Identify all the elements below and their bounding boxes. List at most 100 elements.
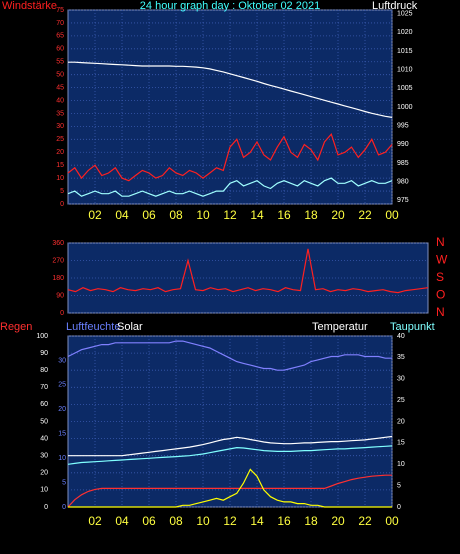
y2-tick-label: 0 [397, 504, 401, 511]
y2-tick-label: W [436, 253, 448, 267]
y-tick-label: 0 [44, 504, 48, 511]
x-tick-label: 22 [358, 208, 372, 222]
y2-tick-label: 995 [397, 122, 409, 129]
x-tick-label: 00 [385, 514, 399, 528]
series-line [67, 177, 393, 197]
y2-tick-label: 20 [397, 418, 405, 425]
x-tick-label: 16 [277, 514, 291, 528]
y2-tick-label: 1005 [397, 85, 413, 92]
x-tick-label: 10 [196, 514, 210, 528]
y-tick-label: 90 [40, 350, 48, 357]
y-tick-label: 10 [40, 487, 48, 494]
y3-tick-label: 5 [62, 479, 66, 486]
y2-tick-label: 1010 [397, 67, 413, 74]
y-tick-label: 5 [60, 188, 64, 195]
y-tick-label: 90 [56, 292, 64, 299]
y-tick-label: 70 [56, 20, 64, 27]
y-tick-label: 55 [56, 59, 64, 66]
y-tick-label: 25 [56, 136, 64, 143]
y2-tick-label: O [436, 288, 445, 302]
y3-tick-label: 25 [58, 382, 66, 389]
legend-label: Luftfeuchte [66, 321, 120, 333]
legend-label: Regen [0, 321, 32, 333]
series-line [67, 445, 393, 465]
y-tick-label: 0 [60, 201, 64, 208]
y-tick-label: 15 [56, 162, 64, 169]
x-tick-label: 06 [142, 208, 156, 222]
y-tick-label: 20 [40, 470, 48, 477]
x-tick-label: 18 [304, 514, 318, 528]
legend-label: Temperatur [312, 321, 368, 333]
y2-tick-label: 25 [397, 397, 405, 404]
x-tick-label: 14 [250, 514, 264, 528]
y3-tick-label: 0 [62, 504, 66, 511]
y-tick-label: 360 [52, 240, 64, 247]
y2-tick-label: 1015 [397, 48, 413, 55]
x-tick-label: 00 [385, 208, 399, 222]
x-tick-label: 22 [358, 514, 372, 528]
x-tick-label: 04 [115, 208, 129, 222]
series-line [67, 133, 393, 182]
series-line [67, 248, 429, 294]
y-tick-label: 35 [56, 110, 64, 117]
series-line [67, 474, 392, 508]
y3-tick-label: 10 [58, 455, 66, 462]
y3-tick-label: 30 [58, 357, 66, 364]
y-tick-label: 60 [56, 46, 64, 53]
y-tick-label: 50 [40, 418, 48, 425]
series-line [67, 340, 392, 371]
y2-tick-label: 985 [397, 160, 409, 167]
y-tick-label: 20 [56, 149, 64, 156]
y-tick-label: 65 [56, 33, 64, 40]
y2-tick-label: N [436, 235, 445, 249]
y3-tick-label: 15 [58, 431, 66, 438]
legend-label: Taupunkt [390, 321, 435, 333]
x-tick-label: 02 [88, 208, 102, 222]
series-line [68, 435, 393, 457]
y-label: Windstärke [2, 0, 57, 12]
y2-tick-label: 5 [397, 482, 401, 489]
x-tick-label: 14 [250, 208, 264, 222]
y-tick-label: 40 [40, 435, 48, 442]
legend-label: Solar [117, 321, 143, 333]
y-tick-label: 40 [56, 97, 64, 104]
x-tick-label: 08 [169, 514, 183, 528]
y2-tick-label: 1000 [397, 104, 413, 111]
y2-tick-label: S [436, 270, 444, 284]
y2-tick-label: 10 [397, 461, 405, 468]
x-tick-label: 12 [223, 208, 237, 222]
y-tick-label: 0 [60, 310, 64, 317]
x-tick-label: 20 [331, 514, 345, 528]
y2-tick-label: 35 [397, 354, 405, 361]
y-tick-label: 30 [56, 123, 64, 130]
y2-tick-label: 1025 [397, 11, 413, 18]
plot-area [67, 9, 393, 205]
y-tick-label: 10 [56, 175, 64, 182]
y2-tick-label: 975 [397, 197, 409, 204]
x-tick-label: 02 [88, 514, 102, 528]
title: 24 hour graph day : Oktober 02 2021 [140, 0, 320, 12]
x-tick-label: 20 [331, 208, 345, 222]
x-tick-label: 06 [142, 514, 156, 528]
y2-tick-label: 990 [397, 141, 409, 148]
x-tick-label: 18 [304, 208, 318, 222]
y2-tick-label: 40 [397, 333, 405, 340]
y2--label: Luftdruck [372, 0, 418, 12]
y-tick-label: 50 [56, 72, 64, 79]
x-tick-label: 04 [115, 514, 129, 528]
x-tick-label: 10 [196, 208, 210, 222]
y-tick-label: 75 [56, 7, 64, 14]
y-tick-label: 70 [40, 384, 48, 391]
y2-tick-label: N [436, 305, 445, 319]
series-line [68, 61, 393, 118]
y2-tick-label: 980 [397, 178, 409, 185]
y2-tick-label: 30 [397, 376, 405, 383]
y-tick-label: 270 [52, 257, 64, 264]
x-tick-label: 08 [169, 208, 183, 222]
y3-tick-label: 20 [58, 406, 66, 413]
x-tick-label: 12 [223, 514, 237, 528]
series-line [68, 468, 392, 508]
y-tick-label: 100 [36, 333, 48, 340]
x-tick-label: 16 [277, 208, 291, 222]
